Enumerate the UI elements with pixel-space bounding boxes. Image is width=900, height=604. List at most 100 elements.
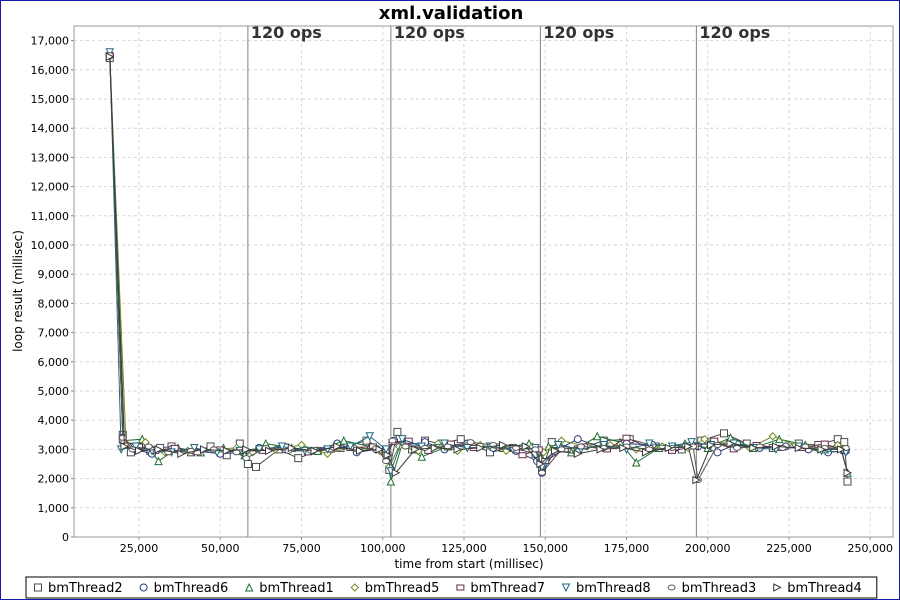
data-point (365, 432, 375, 441)
data-point (345, 442, 355, 452)
legend-item: bmThread1 (244, 581, 334, 596)
y-tick-label: 8,000 (38, 297, 70, 310)
data-point (596, 445, 606, 454)
data-point (386, 476, 396, 486)
data-point (421, 444, 429, 451)
data-point (287, 443, 297, 453)
data-point (551, 446, 560, 456)
data-point (200, 445, 209, 454)
legend-box (25, 576, 878, 599)
legend-marker (667, 584, 676, 591)
data-point (105, 52, 115, 61)
data-point (333, 442, 342, 451)
legend-label: bmThread2 (48, 581, 123, 596)
data-point (707, 440, 716, 450)
data-point (577, 443, 585, 450)
phase-marker-label: 120 ops (543, 23, 614, 42)
data-point (817, 445, 827, 454)
x-tick-label: 50,000 (201, 542, 240, 555)
data-point (684, 442, 693, 451)
data-point (622, 434, 631, 441)
legend-marker (139, 583, 148, 592)
data-point (383, 450, 393, 460)
grid-lines (74, 26, 893, 537)
y-tick-label: 7,000 (38, 327, 70, 340)
data-point (536, 459, 545, 469)
y-tick-label: 16,000 (31, 64, 70, 77)
data-point (466, 439, 475, 446)
data-point (440, 439, 449, 449)
data-point (456, 435, 465, 444)
data-point (692, 475, 701, 485)
legend-item: bmThread3 (667, 581, 756, 596)
data-point (254, 445, 264, 455)
data-point (144, 443, 153, 450)
chart-title: xml.validation (379, 3, 524, 24)
legend-label: bmThread7 (470, 581, 545, 596)
data-point (553, 441, 563, 450)
x-tick-label: 225,000 (766, 542, 812, 555)
data-point (837, 445, 846, 454)
data-point (664, 443, 674, 453)
data-point (243, 460, 252, 468)
data-point (778, 444, 787, 451)
y-tick-label: 6,000 (38, 356, 70, 369)
data-point (518, 452, 527, 459)
x-tick-label: 175,000 (604, 542, 650, 555)
data-point (339, 436, 349, 445)
data-point (391, 468, 401, 478)
data-point (631, 457, 641, 467)
data-point (644, 439, 654, 449)
legend-item: bmThread7 (456, 581, 545, 596)
y-tick-label: 11,000 (31, 210, 70, 223)
data-point (222, 446, 232, 456)
x-tick-label: 100,000 (360, 542, 406, 555)
data-point (177, 449, 186, 459)
data-point (531, 446, 540, 453)
data-point (417, 452, 427, 461)
y-tick-label: 1,000 (38, 502, 70, 515)
data-point (120, 442, 129, 451)
data-point (592, 431, 602, 441)
data-point (720, 429, 728, 438)
legend-marker (561, 583, 571, 593)
legend-label: bmThread6 (154, 581, 229, 596)
plot-border (73, 25, 894, 538)
data-point (843, 477, 852, 486)
data-point (189, 443, 199, 453)
data-point (700, 434, 709, 444)
x-tick-label: 200,000 (685, 542, 731, 555)
y-tick-label: 4,000 (38, 414, 70, 427)
data-point (687, 438, 696, 447)
data-point (135, 446, 144, 456)
data-point (294, 454, 303, 463)
legend-marker (456, 584, 465, 591)
data-point (521, 442, 531, 451)
data-point (755, 443, 764, 450)
legend-item: bmThread6 (139, 581, 229, 596)
y-tick-label: 3,000 (38, 443, 70, 456)
data-point (749, 443, 758, 453)
data-point (118, 434, 127, 441)
data-point (154, 445, 164, 454)
legend-item: bmThread5 (350, 581, 439, 596)
y-tick-label: 5,000 (38, 385, 70, 398)
series-bmThread8 (105, 48, 851, 476)
data-point (462, 443, 472, 453)
data-point (499, 440, 508, 450)
data-point (430, 443, 440, 453)
x-tick-label: 25,000 (120, 542, 159, 555)
data-point (538, 469, 546, 476)
data-point (794, 443, 804, 453)
legend-marker (350, 583, 360, 592)
y-tick-label: 9,000 (38, 268, 70, 281)
data-point (310, 446, 320, 456)
y-tick-label: 14,000 (31, 122, 70, 135)
x-axis-ticks: 25,000 50,000 75,000 100,000 125,000 150,000 1… (120, 537, 893, 555)
x-tick-label: 75,000 (282, 542, 321, 555)
y-tick-label: 12,000 (31, 181, 70, 194)
legend-label: bmThread1 (259, 581, 334, 596)
data-point (356, 446, 365, 456)
y-tick-label: 10,000 (31, 239, 70, 252)
